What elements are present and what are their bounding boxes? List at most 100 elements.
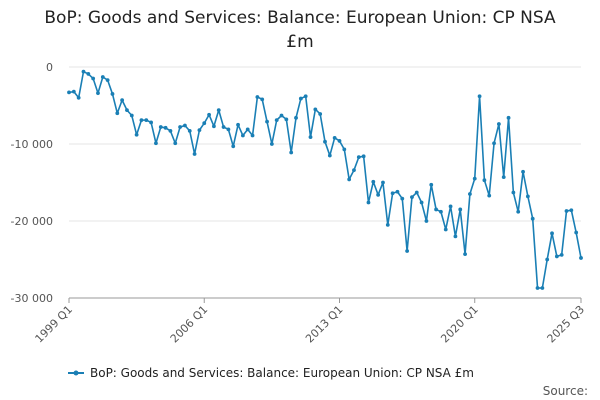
data-point [564,209,569,213]
data-point [173,141,178,146]
data-point [458,207,463,212]
data-point [550,231,554,236]
data-point [303,94,308,99]
data-point [96,91,100,96]
legend-label: BoP: Goods and Services: Balance: Europe… [90,366,474,380]
data-point [129,113,134,118]
x-tick-label: 2020 Q1 [438,303,481,346]
data-point [245,127,250,132]
data-point [178,125,182,129]
source-label: Source: [543,384,588,398]
data-point [71,89,76,94]
y-tick-label: -20 000 [11,215,53,228]
data-point [231,144,236,149]
data-point [120,98,125,103]
data-point [144,118,149,123]
data-point [506,115,511,120]
data-point [453,234,458,239]
data-point [405,249,410,253]
data-point [361,154,366,159]
data-point [579,256,583,260]
chart-title: BoP: Goods and Services: Balance: Europe… [0,6,600,54]
x-axis: 1999 Q1 2006 Q1 2013 Q1 2020 Q1 2025 Q3 [33,297,588,346]
data-point [318,112,323,116]
x-tick-label: 2025 Q3 [545,303,588,346]
data-point [226,127,231,132]
data-point [395,189,400,194]
data-point [443,227,448,232]
data-point [337,139,342,143]
data-point [439,209,443,214]
data-point [516,209,521,214]
data-point [212,124,216,129]
data-point [410,195,414,200]
data-point [559,252,564,257]
data-point [492,141,496,146]
data-point [400,196,405,201]
y-tick-label: 0 [46,61,53,74]
data-point [163,125,168,130]
data-point [313,107,318,112]
data-point [574,230,579,235]
data-point [308,135,313,139]
x-tick-label: 2013 Q1 [303,303,346,346]
data-point [323,139,327,144]
data-point [76,95,81,100]
data-point [250,133,255,138]
data-point [468,192,472,196]
data-point [463,252,467,257]
data-point [511,190,516,195]
data-point [381,180,385,185]
data-point [501,175,506,180]
legend-marker [73,370,79,376]
data-point [424,219,429,223]
data-point [554,254,559,259]
series-line-group [68,70,582,289]
data-point [289,150,294,155]
data-point [100,75,105,79]
y-tick-label: -10 000 [11,138,53,151]
data-point [385,222,390,227]
data-point [352,168,356,173]
data-point [366,200,371,205]
data-point [530,216,535,221]
data-point [298,96,303,101]
chart-title-line-2: £m [286,32,314,52]
data-point [154,141,158,146]
data-point [125,108,129,113]
data-point [91,76,96,81]
data-point [284,117,289,122]
data-point [521,169,525,174]
y-axis-ticks: 0 -10 000 -20 000 -30 000 [11,61,53,305]
data-point [356,155,361,159]
data-point [149,120,154,125]
data-point [429,182,434,187]
data-point [168,129,173,133]
data-point [265,119,269,124]
x-tick-label: 2006 Q1 [168,303,211,346]
data-point [496,122,501,126]
data-point [569,208,574,213]
data-point [139,118,144,123]
data-point [202,121,207,126]
data-point [419,200,424,205]
data-point [448,204,453,209]
data-point [545,257,550,262]
data-point [221,125,226,129]
data-point [477,94,482,99]
data-point [236,122,240,127]
data-point [535,286,540,290]
data-point [279,113,284,118]
data-point [192,152,197,156]
data-point [540,286,545,290]
data-point [110,92,115,96]
data-point [472,176,477,181]
data-point [197,128,202,133]
data-point [371,179,376,184]
x-tick-label: 1999 Q1 [33,303,76,346]
data-point [115,111,120,116]
data-point [81,69,86,74]
data-point [414,190,419,195]
data-point [327,153,332,158]
